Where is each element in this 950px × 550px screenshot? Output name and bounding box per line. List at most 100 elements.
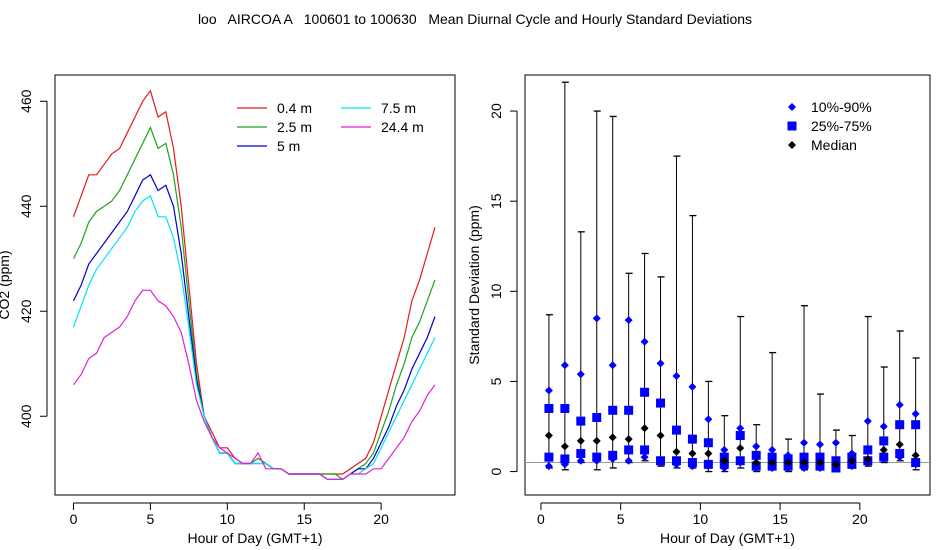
p75-marker — [671, 425, 681, 435]
p90-marker — [800, 438, 809, 447]
hour-group — [879, 366, 889, 464]
p25-marker — [608, 450, 618, 460]
p75-marker — [608, 405, 618, 415]
p90-marker — [752, 442, 761, 451]
p25-marker — [879, 452, 889, 462]
hour-group — [687, 214, 697, 471]
median-marker — [784, 458, 793, 467]
legend-label: 7.5 m — [381, 100, 416, 116]
co2-y-tick-label: 460 — [18, 89, 34, 113]
hour-group — [863, 315, 873, 467]
p90-marker — [576, 370, 585, 379]
p75-marker — [799, 452, 809, 462]
median-marker — [560, 442, 569, 451]
co2-legend: 0.4 m 2.5 m 5 m 7.5 m 24.4 m — [237, 100, 424, 154]
p75-marker — [767, 452, 777, 462]
median-marker — [624, 435, 633, 444]
p25-marker — [735, 456, 745, 466]
p10-marker — [544, 462, 553, 471]
legend-label: Median — [811, 137, 857, 153]
p90-marker — [911, 409, 920, 418]
legend-swatch — [788, 141, 796, 149]
co2-x-tick-label: 10 — [220, 511, 236, 527]
p75-marker — [735, 431, 745, 441]
legend-label: 2.5 m — [277, 119, 312, 135]
p90-marker — [672, 372, 681, 381]
p75-marker — [624, 405, 634, 415]
p75-marker — [815, 452, 825, 462]
legend-swatch — [787, 121, 797, 131]
series-line-24-4-m — [73, 289, 436, 480]
hour-group — [719, 415, 729, 473]
series-line-7-5-m — [72, 194, 436, 480]
median-marker — [720, 456, 729, 465]
co2-y-tick-label: 440 — [18, 194, 34, 218]
hour-group — [847, 434, 857, 471]
median-marker — [688, 449, 697, 458]
series-line-2-5-m — [72, 125, 436, 481]
median-marker — [800, 458, 809, 467]
median-marker — [672, 447, 681, 456]
p75-marker — [879, 436, 889, 446]
median-marker — [640, 424, 649, 433]
p90-marker — [895, 400, 904, 409]
std-dev-panel: 0 5 10 15 20 Hour of Day (GMT+1) 0 5 10 15 20 Stand… — [466, 74, 931, 546]
sd-x-axis: 0 5 10 15 20 Hour of Day (GMT+1) — [537, 502, 868, 546]
co2-y-axis: 400 420 440 460 CO2 (ppm) — [0, 89, 48, 428]
median-marker — [768, 458, 777, 467]
median-marker — [736, 444, 745, 453]
sd-x-axis-title: Hour of Day (GMT+1) — [660, 530, 795, 546]
legend-label: 10%-90% — [811, 99, 872, 115]
hour-group — [911, 357, 921, 471]
p25-marker — [624, 445, 634, 455]
p10-marker — [576, 456, 585, 465]
hour-group — [895, 330, 905, 462]
p90-marker — [720, 445, 729, 454]
series-line-0-4-m — [72, 89, 436, 475]
hour-group — [560, 81, 570, 471]
legend-label: 5 m — [277, 138, 300, 154]
median-marker — [831, 460, 840, 469]
p25-marker — [560, 454, 570, 464]
hour-group — [576, 231, 586, 465]
p75-marker — [560, 403, 570, 413]
co2-x-tick-label: 20 — [373, 511, 389, 527]
p75-marker — [576, 416, 586, 426]
sd-x-tick-label: 0 — [537, 511, 545, 527]
p90-marker — [768, 445, 777, 454]
hour-group — [815, 393, 825, 472]
hour-group — [735, 315, 745, 469]
median-marker — [544, 431, 553, 440]
p75-marker — [640, 387, 650, 397]
hour-group — [703, 380, 713, 473]
p90-marker — [592, 314, 601, 323]
hour-group — [608, 115, 618, 469]
co2-y-tick-label: 420 — [18, 299, 34, 323]
co2-y-tick-label: 400 — [18, 404, 34, 428]
p25-marker — [703, 459, 713, 469]
p90-marker — [831, 438, 840, 447]
median-marker — [895, 440, 904, 449]
p75-marker — [751, 450, 761, 460]
median-marker — [592, 436, 601, 445]
legend-swatch — [788, 103, 796, 111]
p25-marker — [911, 458, 921, 468]
co2-x-axis-title: Hour of Day (GMT+1) — [188, 530, 323, 546]
p75-marker — [911, 420, 921, 430]
co2-x-axis: 0 5 10 15 20 Hour of Day (GMT+1) — [70, 502, 389, 546]
page-title: loo AIRCOA A 100601 to 100630 Mean Diurn… — [197, 11, 753, 27]
co2-plot-frame — [54, 74, 456, 496]
hour-group — [767, 351, 777, 472]
p25-marker — [687, 458, 697, 468]
median-marker — [911, 451, 920, 460]
sd-y-tick-label: 10 — [488, 283, 504, 299]
p75-marker — [544, 403, 554, 413]
p90-marker — [560, 361, 569, 370]
sd-x-tick-label: 15 — [772, 511, 788, 527]
p25-marker — [544, 452, 554, 462]
sd-y-axis: 0 5 10 15 20 Standard Deviation (ppm) — [466, 103, 518, 475]
p90-marker — [688, 382, 697, 391]
hour-group — [624, 272, 634, 465]
p90-marker — [879, 422, 888, 431]
